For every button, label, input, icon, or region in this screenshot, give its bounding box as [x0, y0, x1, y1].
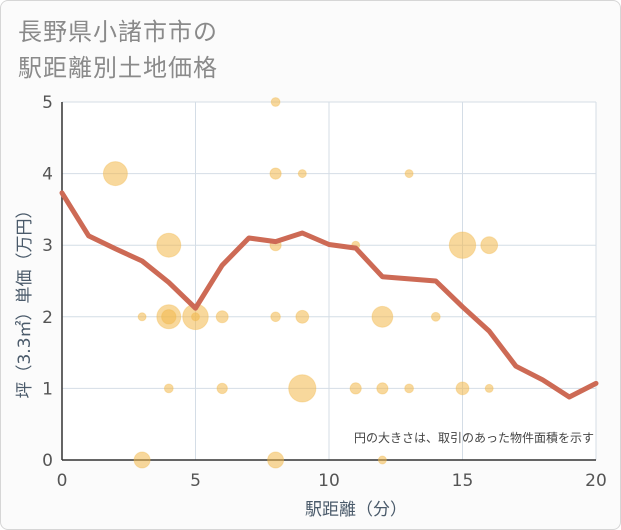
bubble-27 — [448, 231, 477, 259]
bubble-18 — [288, 374, 317, 403]
y-tick-labels: 0 1 2 3 4 5 — [42, 93, 53, 471]
bubble-16 — [297, 169, 307, 179]
bubble-11 — [270, 97, 281, 107]
y-tick-label-0: 0 — [42, 451, 53, 471]
y-tick-label-1: 1 — [42, 379, 53, 399]
y-tick-label-4: 4 — [42, 165, 53, 185]
trend-line — [59, 190, 599, 400]
size-annotation: 円の大きさは、取引のあった物件面積を示す — [354, 430, 594, 445]
x-tick-label-0: 0 — [57, 471, 68, 491]
bubble-26 — [430, 311, 441, 322]
bubble-9 — [215, 310, 229, 324]
bubble-17 — [295, 309, 310, 324]
bubble-24 — [404, 169, 414, 179]
bubble-14 — [270, 311, 281, 323]
chart-title: 長野県小諸市市の 駅距離別土地価格 — [18, 14, 218, 86]
bubble-23 — [377, 455, 387, 465]
x-tick-label-2: 10 — [318, 471, 340, 491]
bubble-3 — [156, 232, 182, 258]
bubble-8 — [191, 312, 200, 322]
bubble-0 — [102, 161, 128, 187]
bubble-6 — [163, 383, 174, 394]
bubble-12 — [269, 167, 282, 180]
bubble-5 — [161, 309, 177, 325]
x-axis-label: 駅距離（分） — [305, 500, 407, 520]
y-tick-label-5: 5 — [42, 93, 53, 113]
bubble-21 — [371, 305, 394, 328]
bubble-1 — [137, 312, 147, 322]
bubble-2 — [133, 451, 151, 469]
bubble-30 — [484, 383, 494, 393]
bubble-20 — [349, 382, 362, 395]
bubble-28 — [455, 381, 470, 396]
bubble-29 — [480, 236, 499, 255]
y-axis-label: 坪（3.3㎡）単価（万円） — [15, 201, 35, 398]
x-tick-label-1: 5 — [190, 471, 201, 491]
x-tick-label-4: 20 — [585, 471, 607, 491]
x-tick-labels: 0 5 10 15 20 — [57, 471, 607, 491]
chart-title-line-2: 駅距離別土地価格 — [18, 54, 218, 82]
bubble-series — [102, 97, 499, 469]
chart-title-line-1: 長野県小諸市市の — [18, 18, 218, 46]
bubble-25 — [404, 383, 415, 394]
y-tick-label-2: 2 — [42, 308, 53, 328]
x-tick-label-3: 15 — [452, 471, 474, 491]
y-tick-label-3: 3 — [42, 236, 53, 256]
bubble-15 — [267, 451, 285, 469]
bubble-10 — [216, 382, 228, 395]
bubble-22 — [376, 382, 389, 395]
